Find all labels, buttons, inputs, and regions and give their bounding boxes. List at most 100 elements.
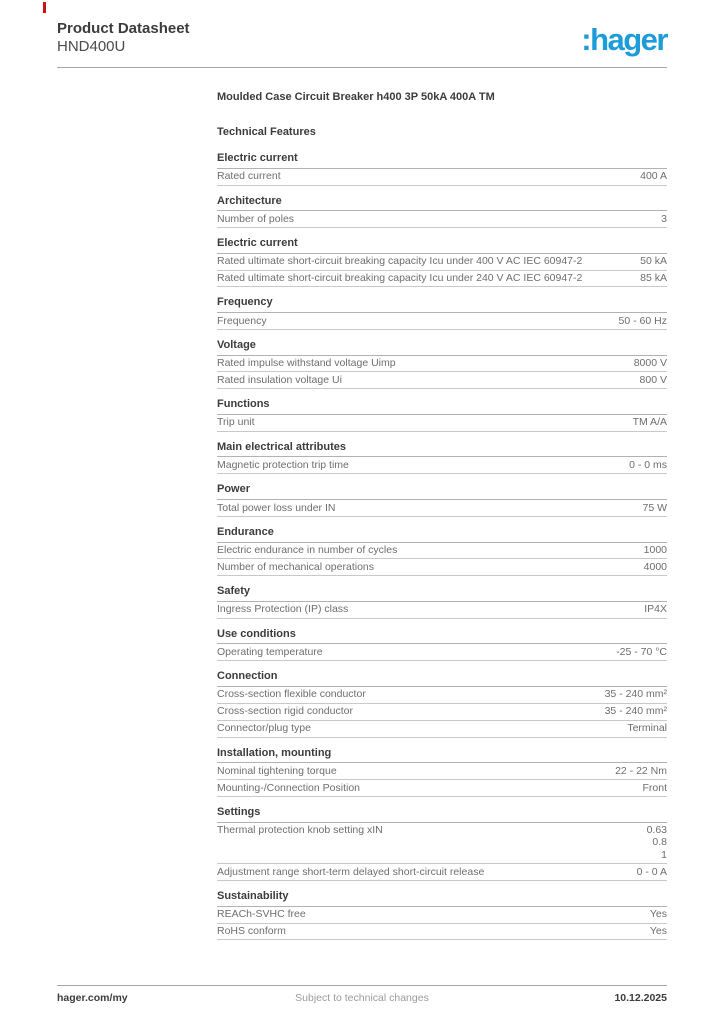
property-row: Rated current 400 A bbox=[217, 169, 667, 186]
property-label: Total power loss under IN bbox=[217, 501, 336, 514]
features-heading: Technical Features bbox=[217, 126, 316, 138]
property-row: Number of poles 3 bbox=[217, 211, 667, 229]
section: Architecture Number of poles 3 bbox=[217, 195, 667, 229]
property-label: Magnetic protection trip time bbox=[217, 458, 349, 471]
property-value: 50 kA bbox=[640, 255, 667, 268]
property-label: Connector/plug type bbox=[217, 722, 311, 735]
product-code: HND400U bbox=[57, 38, 126, 55]
property-value: 75 W bbox=[642, 501, 667, 514]
property-label: Rated impulse withstand voltage Uimp bbox=[217, 357, 396, 370]
section-title: Electric current bbox=[217, 237, 667, 254]
section: Voltage Rated impulse withstand voltage U… bbox=[217, 339, 667, 390]
footer-disclaimer: Subject to technical changes bbox=[295, 992, 429, 1004]
footer-website-link[interactable]: hager.com/my bbox=[57, 992, 128, 1004]
property-row: Rated ultimate short-circuit breaking ca… bbox=[217, 271, 667, 288]
property-row: Rated ultimate short-circuit breaking ca… bbox=[217, 254, 667, 271]
property-value: 22 - 22 Nm bbox=[615, 764, 667, 777]
property-label: Operating temperature bbox=[217, 645, 323, 658]
property-row: Rated impulse withstand voltage Uimp 8000… bbox=[217, 356, 667, 373]
section-title: Connection bbox=[217, 670, 667, 687]
property-value: Yes bbox=[649, 925, 667, 938]
property-label: Number of poles bbox=[217, 212, 295, 225]
property-value: 85 kA bbox=[640, 272, 667, 285]
property-label: Trip unit bbox=[217, 416, 255, 429]
property-value: Terminal bbox=[627, 722, 667, 735]
section: Main electrical attributes Magnetic prote… bbox=[217, 441, 667, 475]
property-value: 800 V bbox=[639, 373, 667, 386]
property-row: Cross-section flexible conductor 35 - 240… bbox=[217, 687, 667, 704]
page-header: Product Datasheet HND400U :hager bbox=[57, 20, 668, 57]
property-row: Rated insulation voltage Ui 800 V bbox=[217, 372, 667, 390]
property-label: Rated current bbox=[217, 170, 281, 183]
section-title: Use conditions bbox=[217, 628, 667, 645]
property-label: RoHS conform bbox=[217, 925, 286, 938]
page-title: Product Datasheet bbox=[57, 20, 190, 37]
property-row: Connector/plug type Terminal bbox=[217, 721, 667, 738]
property-value: Yes bbox=[649, 908, 667, 921]
section: Use conditions Operating temperature -25 -… bbox=[217, 628, 667, 662]
section: Sustainability REACh-SVHC free Yes RoHS con… bbox=[217, 890, 667, 941]
property-row: Frequency 50 - 60 Hz bbox=[217, 313, 667, 330]
section: Connection Cross-section flexible conduct… bbox=[217, 670, 667, 738]
property-row: Number of mechanical operations 4000 bbox=[217, 559, 667, 577]
property-value: 35 - 240 mm² bbox=[604, 688, 667, 701]
page-corner-mark bbox=[43, 2, 46, 13]
property-label: Cross-section rigid conductor bbox=[217, 705, 353, 718]
section: Safety Ingress Protection (IP) class IP4X bbox=[217, 585, 667, 619]
property-value: 400 A bbox=[640, 170, 667, 183]
section-title: Architecture bbox=[217, 195, 667, 212]
property-row: Cross-section rigid conductor 35 - 240 mm… bbox=[217, 704, 667, 721]
property-row: Operating temperature -25 - 70 °C bbox=[217, 644, 667, 662]
property-row: Ingress Protection (IP) class IP4X bbox=[217, 602, 667, 619]
property-row: Magnetic protection trip time 0 - 0 ms bbox=[217, 457, 667, 475]
property-label: Ingress Protection (IP) class bbox=[217, 603, 349, 616]
property-value: Front bbox=[642, 781, 667, 794]
section-title: Functions bbox=[217, 398, 667, 415]
property-value: 3 bbox=[661, 212, 667, 225]
property-label: Number of mechanical operations bbox=[217, 560, 374, 573]
property-label: Rated ultimate short-circuit breaking ca… bbox=[217, 272, 583, 285]
property-row: Electric endurance in number of cycles 10… bbox=[217, 543, 667, 560]
property-row: Trip unit TM A/A bbox=[217, 415, 667, 432]
section: Endurance Electric endurance in number of… bbox=[217, 526, 667, 577]
property-value: -25 - 70 °C bbox=[616, 645, 667, 658]
property-label: REACh-SVHC free bbox=[217, 908, 306, 921]
property-label: Electric endurance in number of cycles bbox=[217, 544, 398, 557]
section-title: Sustainability bbox=[217, 890, 667, 907]
property-row: REACh-SVHC free Yes bbox=[217, 907, 667, 924]
property-value: TM A/A bbox=[632, 416, 667, 429]
property-value: IP4X bbox=[644, 603, 667, 616]
section: Electric current Rated current 400 A bbox=[217, 152, 667, 186]
property-row: Nominal tightening torque 22 - 22 Nm bbox=[217, 763, 667, 781]
section-title: Voltage bbox=[217, 339, 667, 356]
property-row: Adjustment range short-term delayed shor… bbox=[217, 864, 667, 882]
section: Installation, mounting Nominal tightening… bbox=[217, 747, 667, 797]
property-value: 0.63 0.8 1 bbox=[646, 824, 667, 861]
section: Functions Trip unit TM A/A bbox=[217, 398, 667, 432]
section-title: Frequency bbox=[217, 296, 667, 314]
property-value: 0 - 0 ms bbox=[629, 458, 667, 471]
property-row: Mounting-/Connection Position Front bbox=[217, 780, 667, 797]
property-value: 4000 bbox=[643, 560, 667, 573]
header-divider bbox=[57, 67, 667, 68]
property-value: 0 - 0 A bbox=[636, 865, 667, 878]
footer-date: 10.12.2025 bbox=[614, 992, 667, 1004]
property-label: Mounting-/Connection Position bbox=[217, 781, 361, 794]
section: Electric current Rated ultimate short-cir… bbox=[217, 237, 667, 288]
property-value: 8000 V bbox=[633, 357, 667, 370]
section-title: Endurance bbox=[217, 526, 667, 543]
section: Power Total power loss under IN 75 W bbox=[217, 483, 667, 517]
section-title: Power bbox=[217, 483, 667, 500]
property-label: Rated insulation voltage Ui bbox=[217, 373, 342, 386]
property-label: Adjustment range short-term delayed shor… bbox=[217, 865, 485, 878]
hager-logo: :hager bbox=[581, 22, 668, 57]
property-value: 50 - 60 Hz bbox=[618, 314, 667, 327]
property-label: Thermal protection knob setting xIN bbox=[217, 824, 383, 837]
property-label: Cross-section flexible conductor bbox=[217, 688, 366, 701]
product-title: Moulded Case Circuit Breaker h400 3P 50k… bbox=[217, 91, 495, 103]
datasheet-content: Moulded Case Circuit Breaker h400 3P 50k… bbox=[217, 91, 667, 949]
section-title: Settings bbox=[217, 806, 667, 823]
property-label: Nominal tightening torque bbox=[217, 764, 337, 777]
property-row: RoHS conform Yes bbox=[217, 924, 667, 941]
property-row: Thermal protection knob setting xIN 0.63 … bbox=[217, 823, 667, 865]
